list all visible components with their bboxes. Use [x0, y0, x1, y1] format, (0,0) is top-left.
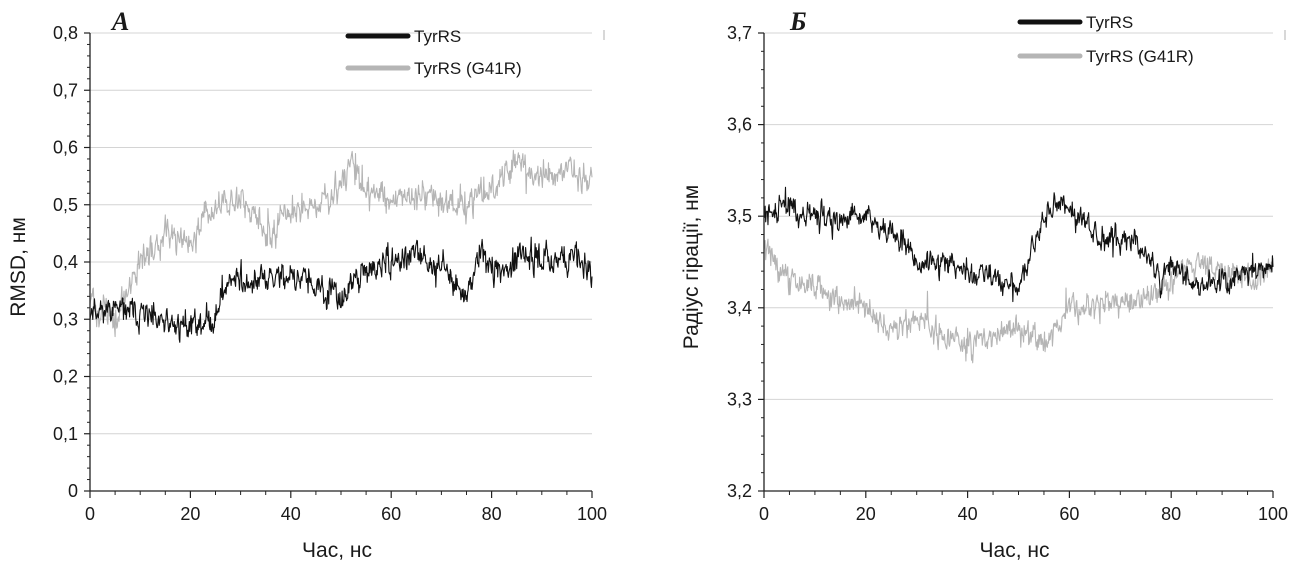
series-line-tyrrs-g41r	[763, 238, 1274, 364]
legend-label: TyrRS	[414, 27, 461, 46]
x-tick-label: 60	[381, 504, 401, 524]
x-tick-label: 60	[1059, 504, 1079, 524]
y-tick-label: 0,5	[53, 195, 78, 215]
x-tick-label: 20	[180, 504, 200, 524]
x-tick-label: 40	[958, 504, 978, 524]
y-tick-label: 3,2	[727, 481, 752, 501]
series-line-tyrrs	[89, 236, 593, 343]
y-tick-label: 0,3	[53, 309, 78, 329]
y-tick-label: 3,4	[727, 298, 752, 318]
y-tick-label: 0	[68, 481, 78, 501]
panel-label: Б	[789, 7, 807, 36]
chart-panel-a: 0 0,1 0,2 0,3 0,4 0,5 0,6 0,7 0,8 0 20 40 60 80 100 Час…	[7, 7, 607, 562]
y-tick-label: 0,1	[53, 424, 78, 444]
y-tick-label: 3,3	[727, 389, 752, 409]
x-tick-label: 100	[577, 504, 607, 524]
y-tick-label: 0,2	[53, 367, 78, 387]
y-tick-label: 3,5	[727, 206, 752, 226]
x-tick-label: 40	[281, 504, 301, 524]
y-axis-title: RMSD, нм	[7, 217, 30, 317]
chart-panel-b: 3,2 3,3 3,4 3,5 3,6 3,7 0 20 40 60 80 100 Час, нс Рад…	[680, 7, 1288, 562]
x-tick-label: 80	[1161, 504, 1181, 524]
legend-label: TyrRS (G41R)	[1086, 47, 1194, 66]
x-tick-label: 80	[482, 504, 502, 524]
x-axis-title: Час, нс	[980, 539, 1050, 562]
y-tick-label: 3,7	[727, 23, 752, 43]
y-tick-label: 0,8	[53, 23, 78, 43]
y-tick-label: 0,4	[53, 252, 78, 272]
series-line-tyrrs	[763, 186, 1274, 303]
legend-label: TyrRS	[1086, 13, 1133, 32]
x-tick-label: 100	[1258, 504, 1288, 524]
y-axis-title: Радіус гірації, нм	[680, 185, 703, 349]
x-tick-label: 0	[85, 504, 95, 524]
legend-label: TyrRS (G41R)	[414, 59, 522, 78]
panel-label: А	[110, 7, 129, 36]
x-tick-label: 0	[759, 504, 769, 524]
x-tick-label: 20	[856, 504, 876, 524]
y-tick-label: 3,6	[727, 115, 752, 135]
x-axis-title: Час, нс	[302, 539, 372, 562]
y-tick-label: 0,6	[53, 138, 78, 158]
y-tick-label: 0,7	[53, 80, 78, 100]
series-line-tyrrs-g41r	[89, 149, 593, 338]
